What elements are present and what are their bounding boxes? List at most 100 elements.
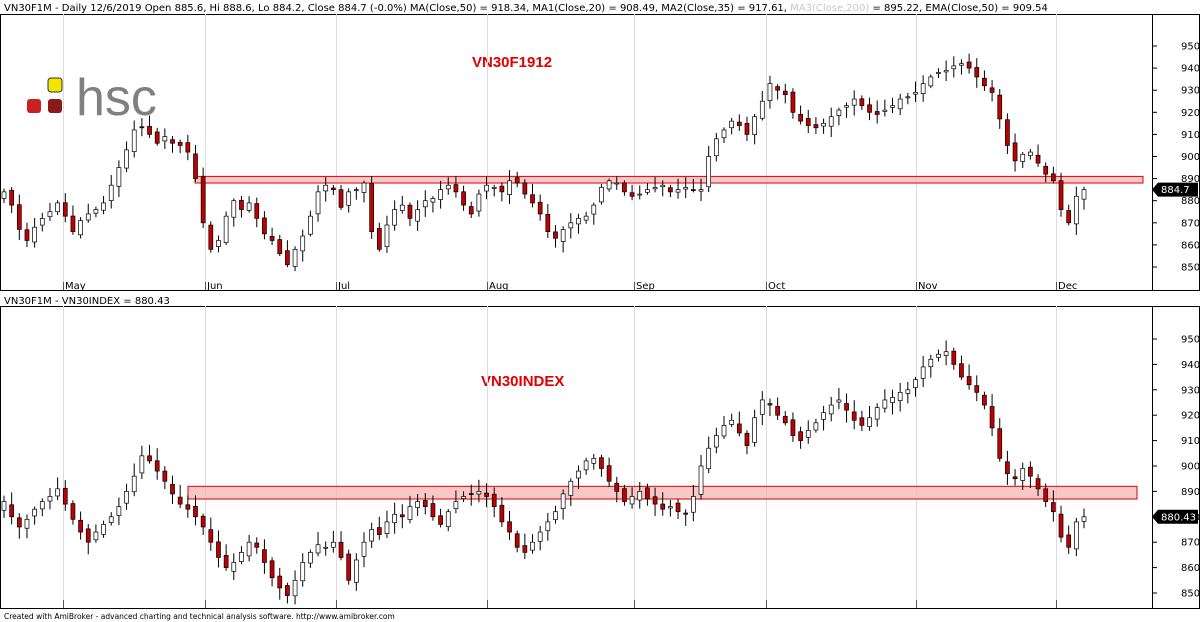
- candle-body: [461, 496, 466, 499]
- candle: [315, 185, 321, 222]
- candle: [951, 56, 957, 78]
- candle: [691, 485, 696, 522]
- candle-body: [1005, 119, 1010, 146]
- candle: [369, 176, 375, 240]
- candle-body: [920, 83, 926, 94]
- candle: [1005, 113, 1010, 155]
- candle: [982, 70, 987, 91]
- candle: [897, 382, 903, 412]
- candle: [1020, 152, 1026, 169]
- logo-darkred-square-icon: [48, 99, 62, 113]
- candle: [47, 487, 53, 510]
- candle-body: [851, 98, 857, 106]
- candle: [491, 184, 497, 197]
- candle: [974, 58, 980, 88]
- candle-body: [660, 503, 666, 510]
- candle: [47, 202, 53, 222]
- candle-body: [16, 204, 22, 230]
- candle: [959, 355, 964, 380]
- y-tick-label: 900: [1181, 462, 1200, 473]
- candle-body: [491, 493, 497, 507]
- candle-body: [484, 492, 489, 497]
- candle: [798, 105, 803, 125]
- candle-body: [844, 403, 849, 411]
- candle: [9, 187, 15, 214]
- candle: [1073, 186, 1079, 235]
- top-header-muted: MA3(Close,200): [790, 3, 869, 14]
- candle-body: [200, 176, 206, 224]
- candle: [292, 570, 298, 605]
- candle-body: [47, 496, 53, 502]
- candle-body: [315, 191, 321, 215]
- y-tick-label: 850: [1181, 263, 1200, 274]
- candle: [376, 516, 382, 540]
- candle-body: [1035, 478, 1041, 490]
- candle: [193, 495, 198, 526]
- candle-body: [9, 504, 15, 518]
- candle: [1035, 144, 1041, 167]
- candle-body: [905, 389, 911, 394]
- candle-body: [966, 61, 972, 69]
- candle-body: [239, 552, 244, 562]
- candle: [629, 487, 635, 509]
- candle-body: [675, 189, 681, 193]
- candle: [514, 530, 520, 553]
- candle: [216, 530, 221, 568]
- candle-body: [338, 541, 344, 558]
- candle-body: [131, 129, 137, 152]
- candle: [514, 171, 520, 188]
- candle: [606, 457, 612, 487]
- candle: [331, 530, 336, 553]
- candle: [752, 113, 757, 145]
- candle: [353, 553, 359, 591]
- candle-body: [185, 142, 191, 153]
- candle-body: [254, 203, 260, 219]
- candle-body: [361, 541, 367, 557]
- candle-body: [292, 248, 298, 267]
- candle-body: [208, 529, 214, 543]
- candle-body: [361, 182, 367, 193]
- candle: [736, 411, 742, 437]
- candle-body: [759, 100, 765, 119]
- candle-body: [560, 229, 566, 242]
- candle: [775, 397, 780, 420]
- candle-body: [645, 189, 650, 193]
- candle: [1058, 505, 1064, 543]
- candle-body: [821, 122, 826, 127]
- candle-body: [262, 217, 267, 235]
- candle-body: [844, 105, 849, 108]
- candle-body: [208, 224, 214, 250]
- candle-body: [1058, 180, 1064, 210]
- candle-body: [384, 521, 390, 534]
- candle-body: [882, 399, 888, 409]
- candle-body: [131, 475, 137, 493]
- candle: [147, 444, 152, 464]
- candle: [346, 549, 352, 585]
- candle-body: [637, 193, 643, 196]
- candle-body: [507, 521, 512, 533]
- month-label: Jul: [337, 281, 350, 292]
- candle: [70, 500, 76, 525]
- candle-body: [821, 412, 826, 420]
- y-tick-label: 870: [1181, 218, 1200, 229]
- candle: [507, 170, 512, 204]
- y-tick-label: 950: [1181, 335, 1200, 346]
- candle-body: [744, 122, 750, 135]
- candle-body: [108, 184, 114, 201]
- candle: [951, 347, 957, 370]
- candle: [859, 95, 865, 110]
- candle: [484, 176, 489, 200]
- candle: [936, 68, 941, 79]
- candle-body: [124, 491, 129, 504]
- candle: [629, 184, 635, 201]
- candle-body: [277, 575, 283, 589]
- y-tick-label: 870: [1181, 538, 1200, 549]
- candle: [193, 144, 198, 182]
- last-value-label: 884.7: [1161, 185, 1190, 196]
- candle: [522, 179, 528, 199]
- month-label: Jun: [206, 281, 223, 292]
- y-tick-label: 930: [1181, 86, 1200, 97]
- candle: [162, 128, 168, 149]
- candle-body: [599, 187, 604, 203]
- candle: [675, 178, 681, 199]
